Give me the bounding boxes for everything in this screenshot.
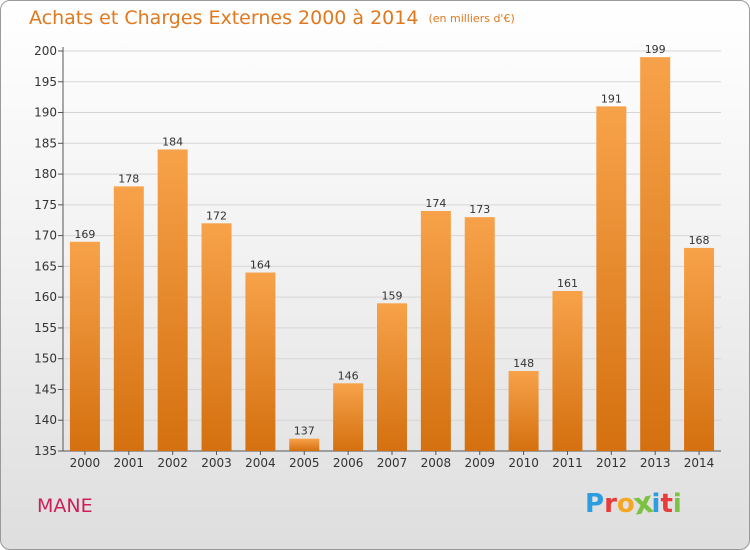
data-labels: 169 178 184 172 164 137 146 159 174 173 148 161 191 1… xyxy=(74,43,709,438)
commune-name: MANE xyxy=(37,495,93,517)
x-tick-label-2014: 2014 xyxy=(684,456,715,470)
data-label-2014: 168 xyxy=(689,234,710,247)
bar-2012 xyxy=(596,106,627,451)
data-label-2000: 169 xyxy=(74,228,95,241)
data-label-2005: 137 xyxy=(294,425,315,438)
bar-2010 xyxy=(508,371,539,451)
data-label-2006: 146 xyxy=(338,369,359,382)
y-tick-label: 175 xyxy=(34,198,57,212)
data-label-2003: 172 xyxy=(206,209,227,222)
x-tick-labels: 2000 2001 2002 2003 2004 2005 2006 2007 2008 2009… xyxy=(70,456,715,470)
x-tick-label-2009: 2009 xyxy=(464,456,495,470)
data-label-2013: 199 xyxy=(645,43,666,56)
chart-title: Achats et Charges Externes 2000 à 2014 (e… xyxy=(29,7,515,29)
bar-2006 xyxy=(333,383,364,451)
x-tick-label-2000: 2000 xyxy=(70,456,101,470)
x-tick-label-2011: 2011 xyxy=(552,456,583,470)
x-tick-label-2010: 2010 xyxy=(508,456,539,470)
x-tick-label-2006: 2006 xyxy=(333,456,364,470)
data-label-2001: 178 xyxy=(118,172,139,185)
y-tick-label: 195 xyxy=(34,75,57,89)
x-tick-label-2002: 2002 xyxy=(157,456,188,470)
bar-2014 xyxy=(684,247,715,451)
data-label-2011: 161 xyxy=(557,277,578,290)
data-label-2010: 148 xyxy=(513,357,534,370)
x-tick-label-2013: 2013 xyxy=(640,456,671,470)
y-tick-label: 170 xyxy=(34,229,57,243)
y-tick-label: 135 xyxy=(34,444,57,458)
logo-letter: i xyxy=(672,489,682,519)
x-tick-label-2005: 2005 xyxy=(289,456,320,470)
data-label-2008: 174 xyxy=(425,197,446,210)
bar-2007 xyxy=(377,303,407,451)
y-tick-label: 200 xyxy=(34,44,57,58)
data-label-2009: 173 xyxy=(469,203,490,216)
x-tick-label-2012: 2012 xyxy=(596,456,627,470)
bar-2004 xyxy=(245,272,276,451)
y-tick-label: 145 xyxy=(34,382,57,396)
data-label-2007: 159 xyxy=(382,289,403,302)
y-tick-label: 150 xyxy=(34,352,57,366)
proxiti-logo[interactable]: Proxiti xyxy=(585,485,682,522)
data-label-2004: 164 xyxy=(250,259,271,272)
bar-2001 xyxy=(113,186,144,451)
y-tick-label: 140 xyxy=(34,413,57,427)
chart-subtitle: (en milliers d'€) xyxy=(428,12,515,25)
y-tick-labels: 135 140 145 150 155 160 165 170 175 180 185 190 195 2… xyxy=(34,44,57,458)
chart-title-text: Achats et Charges Externes 2000 à 2014 xyxy=(29,7,419,29)
logo-letter: r xyxy=(604,489,617,519)
y-tick-label: 160 xyxy=(34,290,57,304)
logo-letter: t xyxy=(660,489,673,519)
bar-2013 xyxy=(640,57,671,452)
y-tick-label: 155 xyxy=(34,321,57,335)
logo-letter: o xyxy=(616,489,635,519)
data-label-2002: 184 xyxy=(162,135,183,148)
bar-2000 xyxy=(69,241,100,451)
y-tick-label: 185 xyxy=(34,136,57,150)
bar-2003 xyxy=(201,223,232,451)
logo-letter: i xyxy=(651,489,661,519)
x-tick-label-2008: 2008 xyxy=(421,456,452,470)
x-tick-label-2003: 2003 xyxy=(201,456,232,470)
x-tick-label-2004: 2004 xyxy=(245,456,276,470)
y-tick-label: 165 xyxy=(34,259,57,273)
x-tick-label-2001: 2001 xyxy=(114,456,145,470)
bar-2011 xyxy=(552,291,583,451)
y-tick-label: 190 xyxy=(34,106,57,120)
bars xyxy=(69,57,715,452)
bar-2002 xyxy=(157,149,188,451)
bar-2005 xyxy=(289,438,320,451)
logo-letter: P xyxy=(585,489,605,519)
x-tick-label-2007: 2007 xyxy=(377,456,408,470)
data-label-2012: 191 xyxy=(601,92,622,105)
bar-2008 xyxy=(420,211,451,451)
y-tick-label: 180 xyxy=(34,167,57,181)
bar-2009 xyxy=(464,217,495,451)
